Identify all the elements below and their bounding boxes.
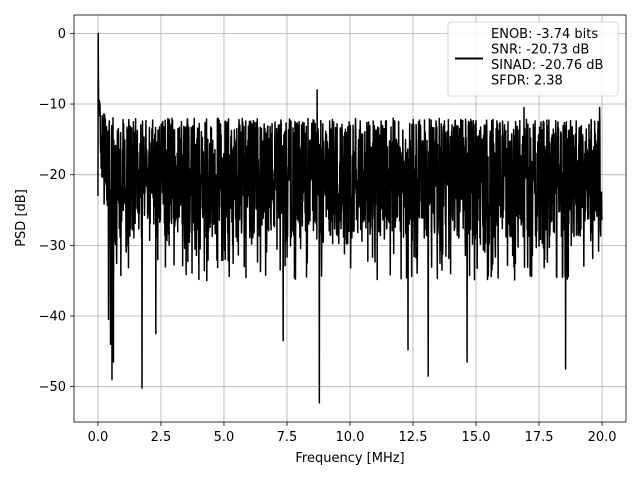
x-tick-label: 17.5 bbox=[525, 430, 554, 445]
legend: ENOB: -3.74 bits SNR: -20.73 dB SINAD: -20… bbox=[447, 21, 619, 97]
y-tick-label: −30 bbox=[39, 239, 66, 254]
legend-label: ENOB: -3.74 bits SNR: -20.73 dB SINAD: -20… bbox=[491, 27, 603, 89]
plot-area bbox=[97, 32, 603, 404]
x-axis-label: Frequency [MHz] bbox=[295, 451, 404, 466]
x-tick-label: 15.0 bbox=[462, 430, 491, 445]
x-tick-label: 12.5 bbox=[399, 430, 428, 445]
y-axis-label: PSD [dB] bbox=[14, 189, 29, 247]
x-tick-label: 10.0 bbox=[336, 430, 365, 445]
x-tick-label: 5.0 bbox=[214, 430, 235, 445]
y-tick-label: −40 bbox=[39, 310, 66, 325]
y-tick-label: −20 bbox=[39, 168, 66, 183]
axis-ticks: 0.0 2.5 5.0 7.5 10.0 12.5 15.0 17.5 20.0 0 −10 −20 −… bbox=[39, 27, 617, 445]
x-tick-label: 20.0 bbox=[588, 430, 617, 445]
legend-label-line: SINAD: -20.76 dB bbox=[491, 58, 603, 73]
x-tick-label: 0.0 bbox=[88, 430, 109, 445]
legend-box bbox=[447, 21, 619, 97]
x-tick-label: 2.5 bbox=[151, 430, 172, 445]
y-tick-label: −50 bbox=[39, 380, 66, 395]
legend-label-line: ENOB: -3.74 bits bbox=[491, 27, 598, 42]
legend-label-line: SFDR: 2.38 bbox=[491, 74, 563, 89]
y-tick-label: 0 bbox=[58, 27, 66, 42]
y-tick-label: −10 bbox=[39, 98, 66, 113]
psd-series-line bbox=[97, 32, 603, 404]
x-tick-label: 7.5 bbox=[277, 430, 298, 445]
legend-label-line: SNR: -20.73 dB bbox=[491, 43, 589, 58]
